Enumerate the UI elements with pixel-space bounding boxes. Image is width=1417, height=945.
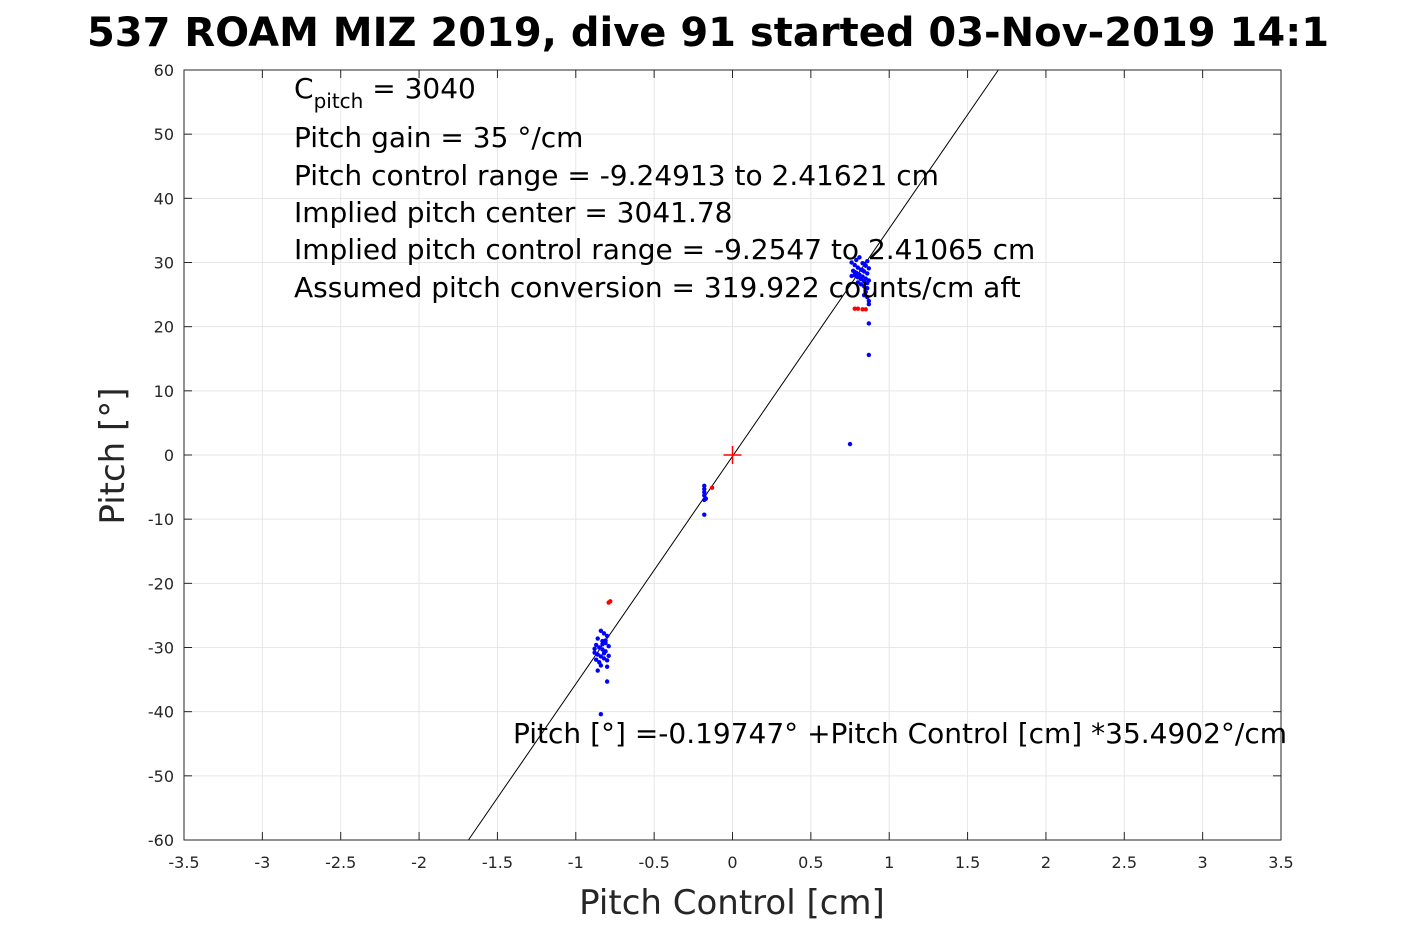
y-tick-label: -20 — [148, 574, 174, 593]
x-tick-label: 0 — [727, 853, 737, 872]
x-tick-label: -2.5 — [325, 853, 356, 872]
data-point-blue — [849, 260, 854, 265]
y-tick-label: 60 — [154, 61, 174, 80]
x-tick-label: 3 — [1198, 853, 1208, 872]
y-tick-label: 30 — [154, 254, 174, 273]
data-point-blue — [866, 278, 872, 283]
data-point-blue — [702, 512, 707, 517]
data-point-blue — [601, 651, 607, 656]
data-point-blue — [855, 271, 861, 277]
y-tick-label: -40 — [148, 703, 174, 722]
chart-title: 537 ROAM MIZ 2019, dive 91 started 03-No… — [87, 10, 1329, 56]
y-tick-label: 20 — [154, 318, 174, 337]
data-point-blue — [702, 497, 707, 503]
data-point-blue — [604, 658, 610, 663]
data-point-blue — [604, 679, 610, 684]
data-point-blue — [604, 633, 610, 639]
data-point-blue — [702, 486, 707, 492]
data-point-blue — [866, 266, 872, 271]
x-axis-label: Pitch Control [cm] — [579, 883, 885, 923]
x-tick-label: -3.5 — [168, 853, 199, 872]
data-point-blue — [861, 293, 867, 298]
data-point-red — [860, 307, 865, 312]
data-point-blue — [852, 262, 857, 268]
y-tick-label: 10 — [154, 382, 174, 401]
y-axis-ticks: -60 -50 -40 -30 -20 -10 0 10 20 30 40 50 60 — [148, 61, 1281, 850]
data-point-blue — [866, 352, 872, 358]
data-point-blue — [849, 273, 854, 279]
data-point-blue — [598, 628, 604, 634]
data-point-blue — [598, 712, 604, 717]
x-tick-label: 3.5 — [1268, 853, 1293, 872]
data-point-blue — [865, 259, 870, 264]
data-point-blue — [861, 261, 867, 266]
data-point-blue — [595, 668, 600, 673]
annotation-pitch-control-range: Pitch control range = -9.24913 to 2.4162… — [294, 159, 939, 192]
grid — [183, 69, 1282, 841]
data-point-red — [709, 485, 715, 490]
data-point-blue — [857, 255, 862, 260]
scatter-points — [592, 255, 872, 717]
data-point-blue — [854, 257, 859, 263]
data-point-blue — [593, 657, 599, 662]
y-tick-label: -30 — [148, 639, 174, 658]
y-tick-label: -50 — [148, 767, 174, 786]
annotation-c-pitch-value: = 3040 — [363, 72, 476, 105]
data-point-blue — [593, 642, 599, 648]
data-point-blue — [866, 298, 872, 304]
x-tick-label: -2 — [411, 853, 427, 872]
y-tick-label: 40 — [154, 189, 174, 208]
data-point-red — [852, 306, 857, 311]
data-point-blue — [603, 638, 608, 643]
data-point-blue — [865, 271, 870, 276]
y-tick-label: -60 — [148, 831, 174, 850]
annotation-implied-pitch-center: Implied pitch center = 3041.78 — [294, 196, 732, 229]
data-point-blue — [606, 644, 611, 649]
data-point-blue — [860, 268, 865, 273]
data-point-red — [855, 306, 861, 311]
data-point-blue — [866, 302, 872, 307]
annotation-c-pitch-symbol: C — [294, 72, 314, 105]
data-point-blue — [601, 631, 607, 636]
data-point-red — [606, 600, 611, 605]
x-tick-label: 1 — [884, 853, 894, 872]
data-point-blue — [592, 646, 597, 651]
x-tick-label: -1 — [568, 853, 584, 872]
x-tick-label: -3 — [254, 853, 270, 872]
data-point-blue — [604, 664, 610, 669]
x-axis-ticks: -3.5 -3 -2.5 -2 -1.5 -1 -0.5 0 0.5 1 1.5 2 2.5 3 3.5 — [168, 70, 1294, 872]
annotation-implied-pitch-control-range: Implied pitch control range = -9.2547 to… — [294, 233, 1035, 266]
y-tick-label: 0 — [164, 446, 174, 465]
x-tick-label: 0.5 — [798, 853, 823, 872]
center-marker-group — [723, 446, 742, 464]
y-tick-label: 50 — [154, 125, 174, 144]
data-point-blue — [847, 441, 853, 447]
data-point-blue — [606, 653, 611, 659]
data-point-blue — [866, 321, 872, 326]
annotation-pitch-gain: Pitch gain = 35 °/cm — [294, 121, 583, 154]
x-tick-label: 1.5 — [955, 853, 980, 872]
annotation-c-pitch: Cpitch = 3040 — [294, 72, 476, 113]
x-tick-label: -1.5 — [482, 853, 513, 872]
fit-equation-label: Pitch [°] =-0.19747° +Pitch Control [cm]… — [513, 717, 1287, 750]
x-tick-label: -0.5 — [639, 853, 670, 872]
data-point-blue — [595, 636, 600, 641]
data-point-blue — [702, 490, 707, 495]
x-tick-label: 2 — [1041, 853, 1051, 872]
annotation-assumed-pitch-conversion: Assumed pitch conversion = 319.922 count… — [294, 271, 1021, 304]
annotation-c-pitch-subscript: pitch — [314, 89, 364, 113]
data-point-blue — [600, 642, 605, 647]
data-point-blue — [598, 663, 604, 668]
data-point-blue — [702, 483, 707, 488]
y-axis-label: Pitch [°] — [93, 387, 133, 524]
x-tick-label: 2.5 — [1112, 853, 1137, 872]
y-tick-label: -10 — [148, 510, 174, 529]
data-point-red — [863, 307, 868, 312]
data-point-blue — [865, 285, 870, 291]
